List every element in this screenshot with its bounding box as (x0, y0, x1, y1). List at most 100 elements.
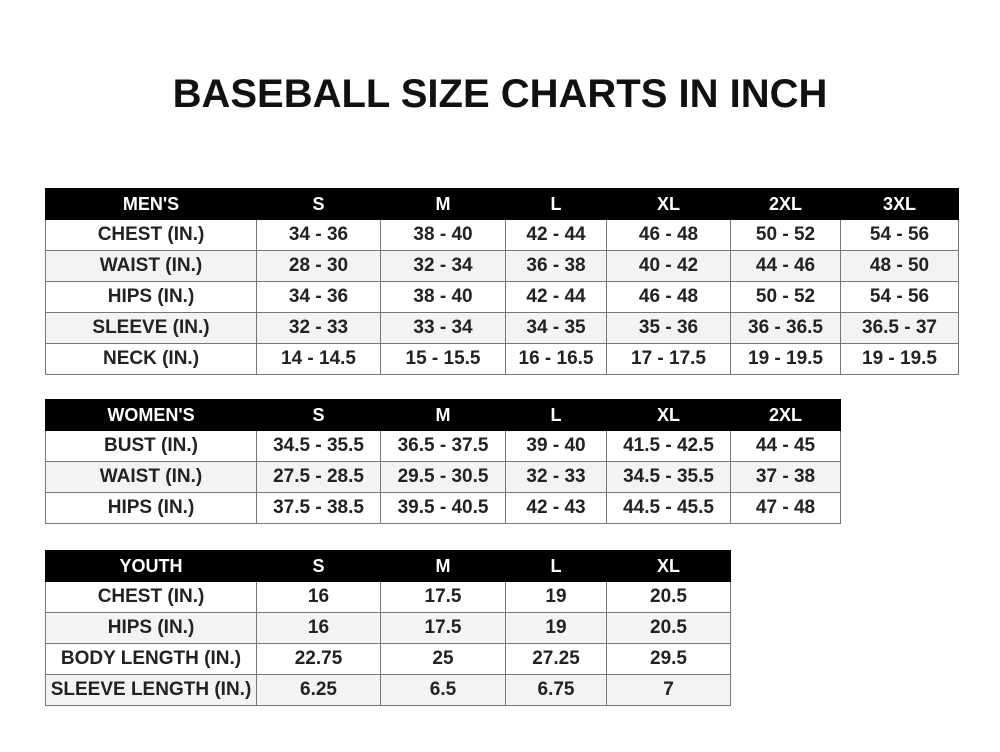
size-column-header: L (505, 550, 607, 582)
youth-size-table: YOUTH S M L XL CHEST (IN.) 16 17.5 19 20.5 HIPS (I… (45, 550, 731, 706)
table-row: SLEEVE (IN.) 32 - 33 33 - 34 34 - 35 35 - 36… (45, 312, 959, 344)
size-column-header: 2XL (730, 188, 841, 220)
table-row: HIPS (IN.) 16 17.5 19 20.5 (45, 612, 731, 644)
size-value-cell: 35 - 36 (606, 312, 731, 344)
size-column-header: S (256, 188, 381, 220)
table-category-header: WOMEN'S (45, 399, 257, 431)
size-value-cell: 34 - 36 (256, 219, 381, 251)
measurement-label: BODY LENGTH (IN.) (45, 643, 257, 675)
size-value-cell: 17.5 (380, 612, 506, 644)
size-column-header: M (380, 399, 506, 431)
size-value-cell: 22.75 (256, 643, 381, 675)
table-row: HIPS (IN.) 37.5 - 38.5 39.5 - 40.5 42 - 43 4… (45, 492, 841, 524)
size-value-cell: 50 - 52 (730, 281, 841, 313)
size-column-header: 3XL (840, 188, 959, 220)
table-row: BODY LENGTH (IN.) 22.75 25 27.25 29.5 (45, 643, 731, 675)
table-header-row: MEN'S S M L XL 2XL 3XL (45, 188, 959, 220)
size-value-cell: 29.5 (606, 643, 731, 675)
measurement-label: NECK (IN.) (45, 343, 257, 375)
size-value-cell: 42 - 44 (505, 281, 607, 313)
size-value-cell: 48 - 50 (840, 250, 959, 282)
size-value-cell: 25 (380, 643, 506, 675)
size-value-cell: 37 - 38 (730, 461, 841, 493)
size-value-cell: 50 - 52 (730, 219, 841, 251)
size-value-cell: 32 - 34 (380, 250, 506, 282)
size-column-header: XL (606, 188, 731, 220)
size-value-cell: 16 - 16.5 (505, 343, 607, 375)
measurement-label: SLEEVE (IN.) (45, 312, 257, 344)
size-value-cell: 36.5 - 37.5 (380, 430, 506, 462)
measurement-label: CHEST (IN.) (45, 219, 257, 251)
size-value-cell: 38 - 40 (380, 219, 506, 251)
size-value-cell: 39.5 - 40.5 (380, 492, 506, 524)
size-value-cell: 54 - 56 (840, 281, 959, 313)
page-title: BASEBALL SIZE CHARTS IN INCH (172, 72, 828, 116)
size-value-cell: 34 - 35 (505, 312, 607, 344)
size-column-header: XL (606, 399, 731, 431)
size-value-cell: 37.5 - 38.5 (256, 492, 381, 524)
size-value-cell: 34.5 - 35.5 (606, 461, 731, 493)
size-value-cell: 6.25 (256, 674, 381, 706)
size-value-cell: 54 - 56 (840, 219, 959, 251)
size-value-cell: 36 - 36.5 (730, 312, 841, 344)
size-column-header: L (505, 399, 607, 431)
table-row: SLEEVE LENGTH (IN.) 6.25 6.5 6.75 7 (45, 674, 731, 706)
mens-size-table: MEN'S S M L XL 2XL 3XL CHEST (IN.) 34 - 36 38 - 4… (45, 188, 959, 375)
size-column-header: L (505, 188, 607, 220)
size-value-cell: 32 - 33 (505, 461, 607, 493)
size-value-cell: 34.5 - 35.5 (256, 430, 381, 462)
size-value-cell: 17.5 (380, 581, 506, 613)
table-row: CHEST (IN.) 34 - 36 38 - 40 42 - 44 46 - 48 5… (45, 219, 959, 251)
size-value-cell: 6.75 (505, 674, 607, 706)
size-value-cell: 46 - 48 (606, 219, 731, 251)
size-column-header: M (380, 188, 506, 220)
womens-size-table: WOMEN'S S M L XL 2XL BUST (IN.) 34.5 - 35.5 36.5… (45, 399, 841, 524)
size-value-cell: 33 - 34 (380, 312, 506, 344)
size-value-cell: 39 - 40 (505, 430, 607, 462)
size-value-cell: 32 - 33 (256, 312, 381, 344)
size-value-cell: 19 (505, 612, 607, 644)
size-value-cell: 19 (505, 581, 607, 613)
measurement-label: HIPS (IN.) (45, 281, 257, 313)
size-value-cell: 17 - 17.5 (606, 343, 731, 375)
size-value-cell: 47 - 48 (730, 492, 841, 524)
table-row: CHEST (IN.) 16 17.5 19 20.5 (45, 581, 731, 613)
size-value-cell: 42 - 44 (505, 219, 607, 251)
table-header-row: YOUTH S M L XL (45, 550, 731, 582)
size-value-cell: 41.5 - 42.5 (606, 430, 731, 462)
size-value-cell: 34 - 36 (256, 281, 381, 313)
size-value-cell: 46 - 48 (606, 281, 731, 313)
size-value-cell: 20.5 (606, 581, 731, 613)
measurement-label: WAIST (IN.) (45, 250, 257, 282)
table-row: WAIST (IN.) 28 - 30 32 - 34 36 - 38 40 - 42 4… (45, 250, 959, 282)
size-value-cell: 38 - 40 (380, 281, 506, 313)
size-value-cell: 36 - 38 (505, 250, 607, 282)
table-row: NECK (IN.) 14 - 14.5 15 - 15.5 16 - 16.5 17 … (45, 343, 959, 375)
size-value-cell: 15 - 15.5 (380, 343, 506, 375)
size-value-cell: 29.5 - 30.5 (380, 461, 506, 493)
table-header-row: WOMEN'S S M L XL 2XL (45, 399, 841, 431)
measurement-label: HIPS (IN.) (45, 612, 257, 644)
table-row: BUST (IN.) 34.5 - 35.5 36.5 - 37.5 39 - 40 4… (45, 430, 841, 462)
measurement-label: WAIST (IN.) (45, 461, 257, 493)
size-value-cell: 28 - 30 (256, 250, 381, 282)
size-value-cell: 14 - 14.5 (256, 343, 381, 375)
size-value-cell: 19 - 19.5 (840, 343, 959, 375)
size-value-cell: 44 - 46 (730, 250, 841, 282)
size-value-cell: 42 - 43 (505, 492, 607, 524)
size-column-header: S (256, 399, 381, 431)
size-value-cell: 20.5 (606, 612, 731, 644)
measurement-label: SLEEVE LENGTH (IN.) (45, 674, 257, 706)
size-column-header: S (256, 550, 381, 582)
table-row: HIPS (IN.) 34 - 36 38 - 40 42 - 44 46 - 48 50… (45, 281, 959, 313)
size-column-header: M (380, 550, 506, 582)
size-value-cell: 44.5 - 45.5 (606, 492, 731, 524)
size-value-cell: 7 (606, 674, 731, 706)
table-category-header: MEN'S (45, 188, 257, 220)
size-column-header: XL (606, 550, 731, 582)
table-category-header: YOUTH (45, 550, 257, 582)
size-value-cell: 40 - 42 (606, 250, 731, 282)
size-value-cell: 44 - 45 (730, 430, 841, 462)
size-value-cell: 16 (256, 612, 381, 644)
size-value-cell: 27.5 - 28.5 (256, 461, 381, 493)
